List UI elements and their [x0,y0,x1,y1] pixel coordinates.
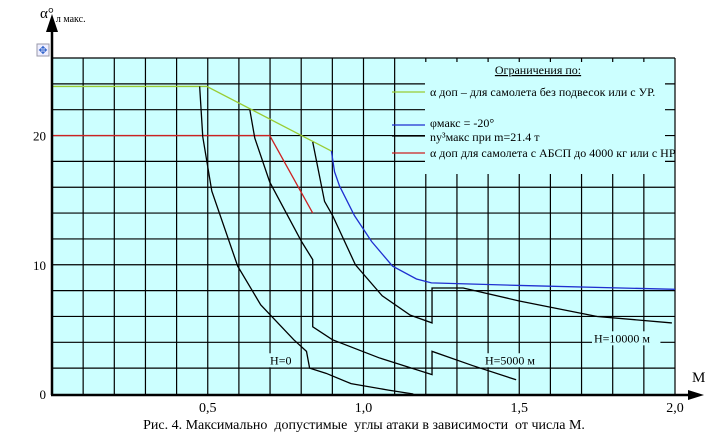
series-line-h-5000- [249,109,517,381]
series-line-h-0 [199,86,414,395]
legend-box [425,62,665,174]
curve-label-background [268,353,291,368]
y-tick-label: 0 [40,387,47,402]
y-tick-label: 10 [33,258,46,273]
tick-labels: 0,5 1,0 1,5 2,0 0 10 20 [33,129,684,416]
series-line-h-10000- [312,141,672,324]
y-tick-label: 20 [33,129,46,144]
x-axis-label: M [692,370,705,386]
series-group [52,85,676,395]
legend-item-phi-max: φмакс = -20° [430,116,494,130]
x-tick-label: 1,0 [355,401,373,416]
legend-item-alpha-dop-clean: α доп – для самолета без подвесок или с … [430,85,655,99]
series-line-phi-max [330,150,676,290]
x-tick-label: 0,5 [199,401,217,416]
move-handle-glyph: ✥ [38,45,47,57]
series-line-alpha-dop-absp [52,134,314,214]
legend-item-alpha-dop-absp: α доп для самолета с АБСП до 4000 кг или… [430,146,676,160]
grid [52,57,676,394]
curve-label: H=0 [270,353,291,367]
series-line-alpha-dop-clean [52,85,332,152]
curve-label: H=5000 м [485,353,535,367]
curve-label: H=10000 м [594,331,650,345]
figure-caption: Рис. 4. Максимально допустимые углы атак… [143,418,585,433]
legend-title: Ограничения по: [495,63,581,77]
legend-item-ny-max: nу³макс при m=21.4 т [430,130,540,144]
curve-label-background [592,331,661,346]
x-tick-label: 1,5 [511,401,529,416]
x-tick-label: 2,0 [666,401,684,416]
x-axis-arrow [688,390,704,400]
legend: Ограничения по: α доп – для самолета без… [392,63,676,160]
move-handle-icon[interactable] [36,43,50,57]
y-axis-arrow [46,14,58,32]
axes: ✥ [36,14,704,400]
curve-label-background [482,353,544,368]
curve-labels: H=0 H=5000 м H=10000 м [268,331,661,368]
y-axis-label: α° л макс. [40,6,86,25]
